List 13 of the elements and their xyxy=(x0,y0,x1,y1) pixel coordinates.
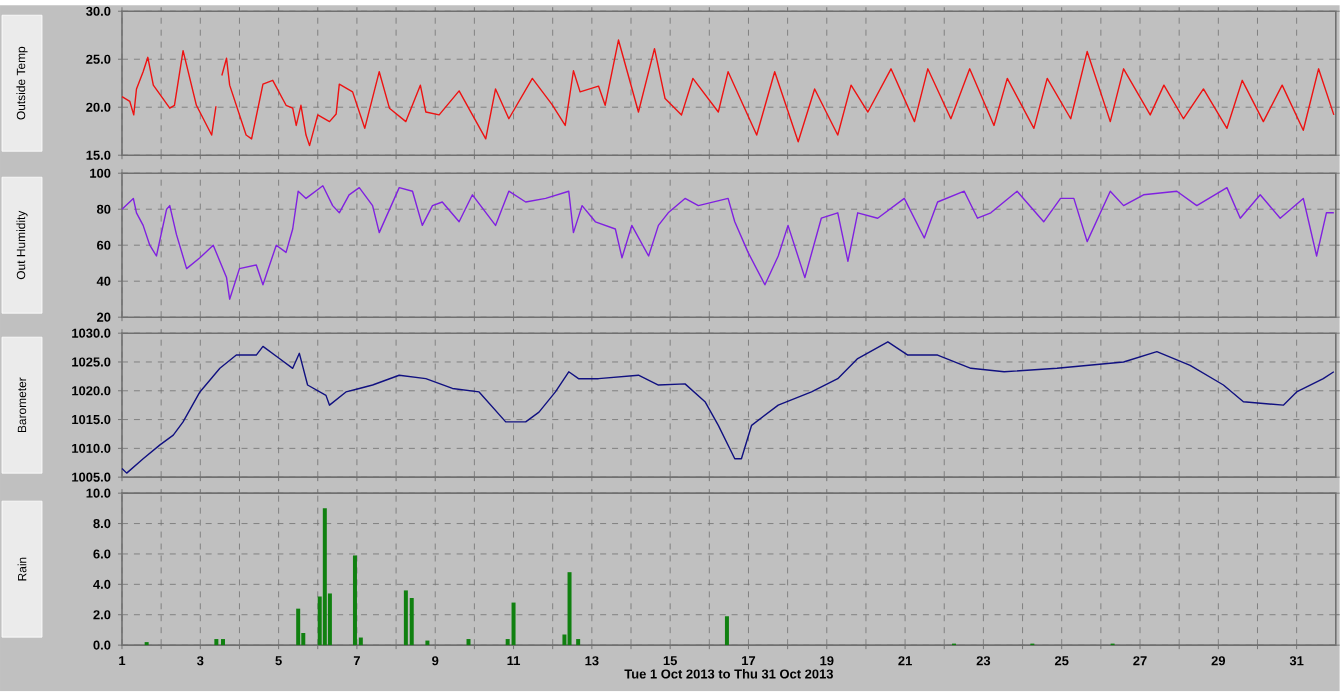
bar xyxy=(403,590,408,646)
bar xyxy=(567,572,572,646)
bar xyxy=(214,639,219,646)
bar xyxy=(352,555,357,646)
bar xyxy=(466,639,471,646)
line-series xyxy=(121,341,1335,475)
bar xyxy=(322,508,327,646)
bar xyxy=(576,639,581,646)
line-series xyxy=(121,185,1335,301)
bar xyxy=(724,616,729,646)
bar xyxy=(296,609,301,646)
bar xyxy=(221,639,226,646)
bar xyxy=(409,598,414,646)
